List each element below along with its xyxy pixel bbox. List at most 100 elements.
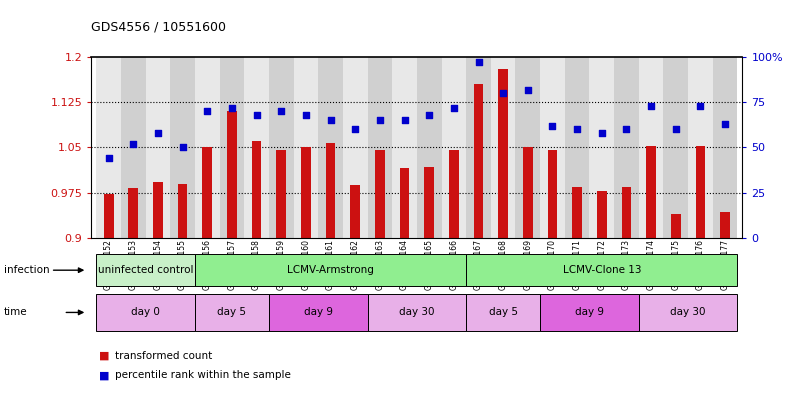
Bar [639, 57, 664, 238]
Bar [301, 147, 310, 238]
Bar [696, 145, 705, 238]
Bar [195, 294, 269, 331]
Bar [540, 294, 639, 331]
Point [324, 117, 337, 123]
Bar [153, 182, 163, 238]
Bar [252, 141, 261, 238]
Bar [441, 57, 466, 238]
Point [250, 112, 263, 118]
Bar [202, 147, 212, 238]
Point [522, 86, 534, 93]
Text: percentile rank within the sample: percentile rank within the sample [115, 370, 291, 380]
Text: day 30: day 30 [670, 307, 706, 318]
Text: day 0: day 0 [131, 307, 160, 318]
Point [448, 105, 461, 111]
Point [546, 123, 559, 129]
Bar [343, 57, 368, 238]
Point [152, 130, 164, 136]
Bar [548, 150, 557, 238]
Bar [104, 195, 114, 238]
Point [275, 108, 287, 114]
Point [719, 121, 731, 127]
Bar [350, 185, 360, 238]
Bar [515, 57, 540, 238]
Bar [417, 57, 441, 238]
Bar [622, 187, 631, 238]
Bar [540, 57, 565, 238]
Bar [178, 184, 187, 238]
Bar [96, 254, 195, 286]
Text: LCMV-Armstrong: LCMV-Armstrong [287, 265, 374, 275]
Bar [368, 57, 392, 238]
Text: day 9: day 9 [575, 307, 604, 318]
Point [596, 130, 608, 136]
Point [299, 112, 312, 118]
Point [423, 112, 436, 118]
Bar [449, 150, 459, 238]
Text: day 5: day 5 [218, 307, 246, 318]
Text: GDS4556 / 10551600: GDS4556 / 10551600 [91, 20, 226, 33]
Bar [227, 111, 237, 238]
Point [645, 103, 657, 109]
Point [349, 126, 361, 132]
Bar [466, 294, 540, 331]
Bar [473, 84, 484, 238]
Text: day 5: day 5 [488, 307, 518, 318]
Bar [565, 57, 589, 238]
Point [176, 144, 189, 151]
Bar [589, 57, 614, 238]
Bar [368, 294, 466, 331]
Bar [245, 57, 269, 238]
Bar [375, 150, 385, 238]
Bar [269, 294, 368, 331]
Bar [614, 57, 639, 238]
Point [620, 126, 633, 132]
Point [694, 103, 707, 109]
Text: day 30: day 30 [399, 307, 434, 318]
Point [201, 108, 214, 114]
Bar [276, 150, 286, 238]
Text: ■: ■ [99, 351, 110, 361]
Point [102, 155, 115, 162]
Bar [499, 69, 508, 238]
Bar [664, 57, 688, 238]
Bar [121, 57, 145, 238]
Bar [671, 214, 680, 238]
Bar [466, 254, 738, 286]
Bar [713, 57, 738, 238]
Bar [392, 57, 417, 238]
Bar [326, 143, 336, 238]
Bar [96, 294, 195, 331]
Text: infection: infection [4, 265, 49, 275]
Text: ■: ■ [99, 370, 110, 380]
Bar [424, 167, 434, 238]
Bar [145, 57, 170, 238]
Text: transformed count: transformed count [115, 351, 212, 361]
Bar [269, 57, 294, 238]
Bar [466, 57, 491, 238]
Text: day 9: day 9 [303, 307, 333, 318]
Point [373, 117, 386, 123]
Bar [572, 187, 582, 238]
Bar [688, 57, 713, 238]
Bar [399, 169, 410, 238]
Bar [639, 294, 738, 331]
Bar [195, 57, 220, 238]
Bar [491, 57, 515, 238]
Bar [195, 254, 466, 286]
Text: uninfected control: uninfected control [98, 265, 193, 275]
Bar [318, 57, 343, 238]
Point [497, 90, 510, 96]
Bar [294, 57, 318, 238]
Text: LCMV-Clone 13: LCMV-Clone 13 [563, 265, 641, 275]
Bar [96, 57, 121, 238]
Point [398, 117, 410, 123]
Point [225, 105, 238, 111]
Point [127, 141, 140, 147]
Point [669, 126, 682, 132]
Bar [720, 212, 730, 238]
Text: time: time [4, 307, 28, 318]
Bar [646, 146, 656, 238]
Point [571, 126, 584, 132]
Bar [129, 188, 138, 238]
